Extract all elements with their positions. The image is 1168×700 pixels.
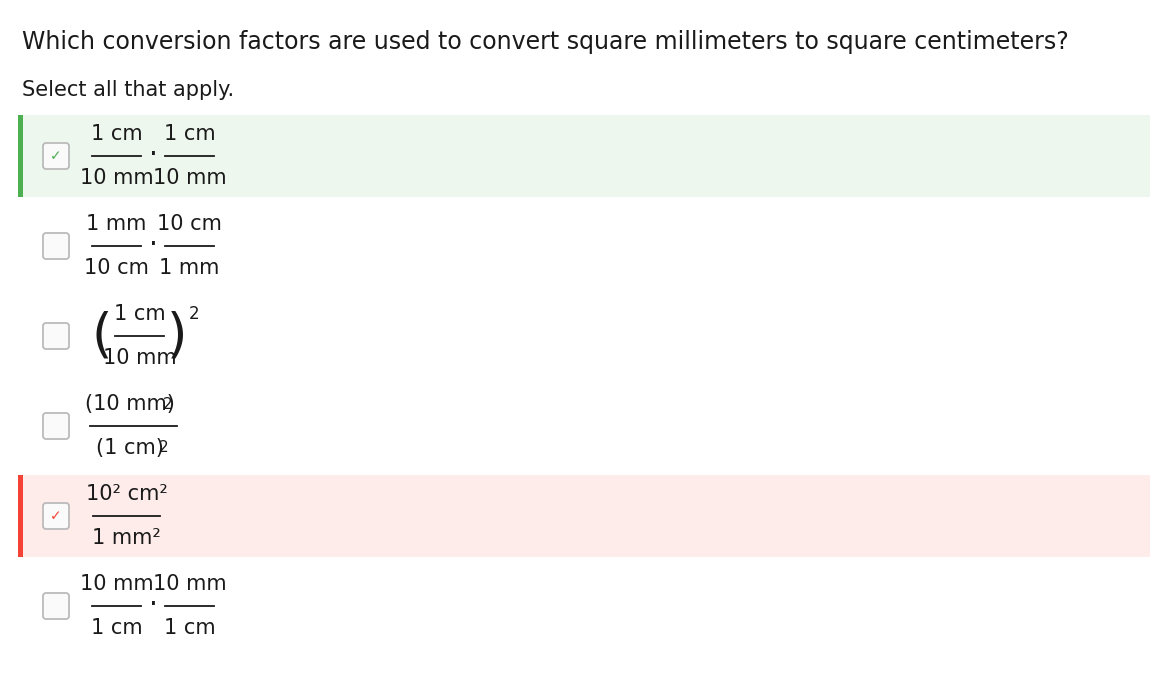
- Text: ·: ·: [148, 141, 158, 169]
- Text: 1 cm: 1 cm: [91, 618, 142, 638]
- FancyBboxPatch shape: [43, 593, 69, 619]
- Text: 1 cm: 1 cm: [113, 304, 166, 324]
- Bar: [18, 475, 23, 557]
- Text: (10 mm): (10 mm): [84, 394, 174, 414]
- Text: 2: 2: [159, 440, 168, 455]
- Text: 10² cm²: 10² cm²: [85, 484, 167, 504]
- Text: ✓: ✓: [50, 509, 62, 523]
- Text: (: (: [92, 310, 112, 362]
- Bar: [18, 565, 1150, 647]
- Bar: [18, 295, 1150, 377]
- Text: Which conversion factors are used to convert square millimeters to square centim: Which conversion factors are used to con…: [22, 30, 1069, 54]
- Bar: [18, 475, 1150, 557]
- Text: 10 mm: 10 mm: [153, 168, 227, 188]
- Text: 1 cm: 1 cm: [164, 618, 215, 638]
- Text: 10 cm: 10 cm: [84, 258, 150, 278]
- FancyBboxPatch shape: [43, 503, 69, 529]
- Bar: [18, 115, 1150, 197]
- Text: 10 cm: 10 cm: [157, 214, 222, 234]
- Text: 1 mm: 1 mm: [159, 258, 220, 278]
- FancyBboxPatch shape: [43, 143, 69, 169]
- FancyBboxPatch shape: [43, 413, 69, 439]
- FancyBboxPatch shape: [43, 233, 69, 259]
- Text: 1 mm: 1 mm: [86, 214, 147, 234]
- Text: (1 cm): (1 cm): [96, 438, 164, 458]
- Text: 1 cm: 1 cm: [91, 124, 142, 144]
- Text: ✓: ✓: [50, 149, 62, 163]
- Text: 10 mm: 10 mm: [79, 168, 153, 188]
- Text: ): ): [167, 310, 187, 362]
- Text: 2: 2: [189, 305, 200, 323]
- Text: 10 mm: 10 mm: [79, 574, 153, 594]
- Text: 2: 2: [164, 397, 173, 412]
- Bar: [18, 205, 1150, 287]
- Text: 1 mm²: 1 mm²: [92, 528, 161, 548]
- Bar: [18, 115, 23, 197]
- FancyBboxPatch shape: [43, 323, 69, 349]
- Text: 1 cm: 1 cm: [164, 124, 215, 144]
- Bar: [18, 385, 1150, 467]
- Text: ·: ·: [148, 591, 158, 619]
- Text: 10 mm: 10 mm: [153, 574, 227, 594]
- Text: Select all that apply.: Select all that apply.: [22, 80, 234, 100]
- Text: 10 mm: 10 mm: [103, 348, 176, 368]
- Text: ·: ·: [148, 231, 158, 259]
